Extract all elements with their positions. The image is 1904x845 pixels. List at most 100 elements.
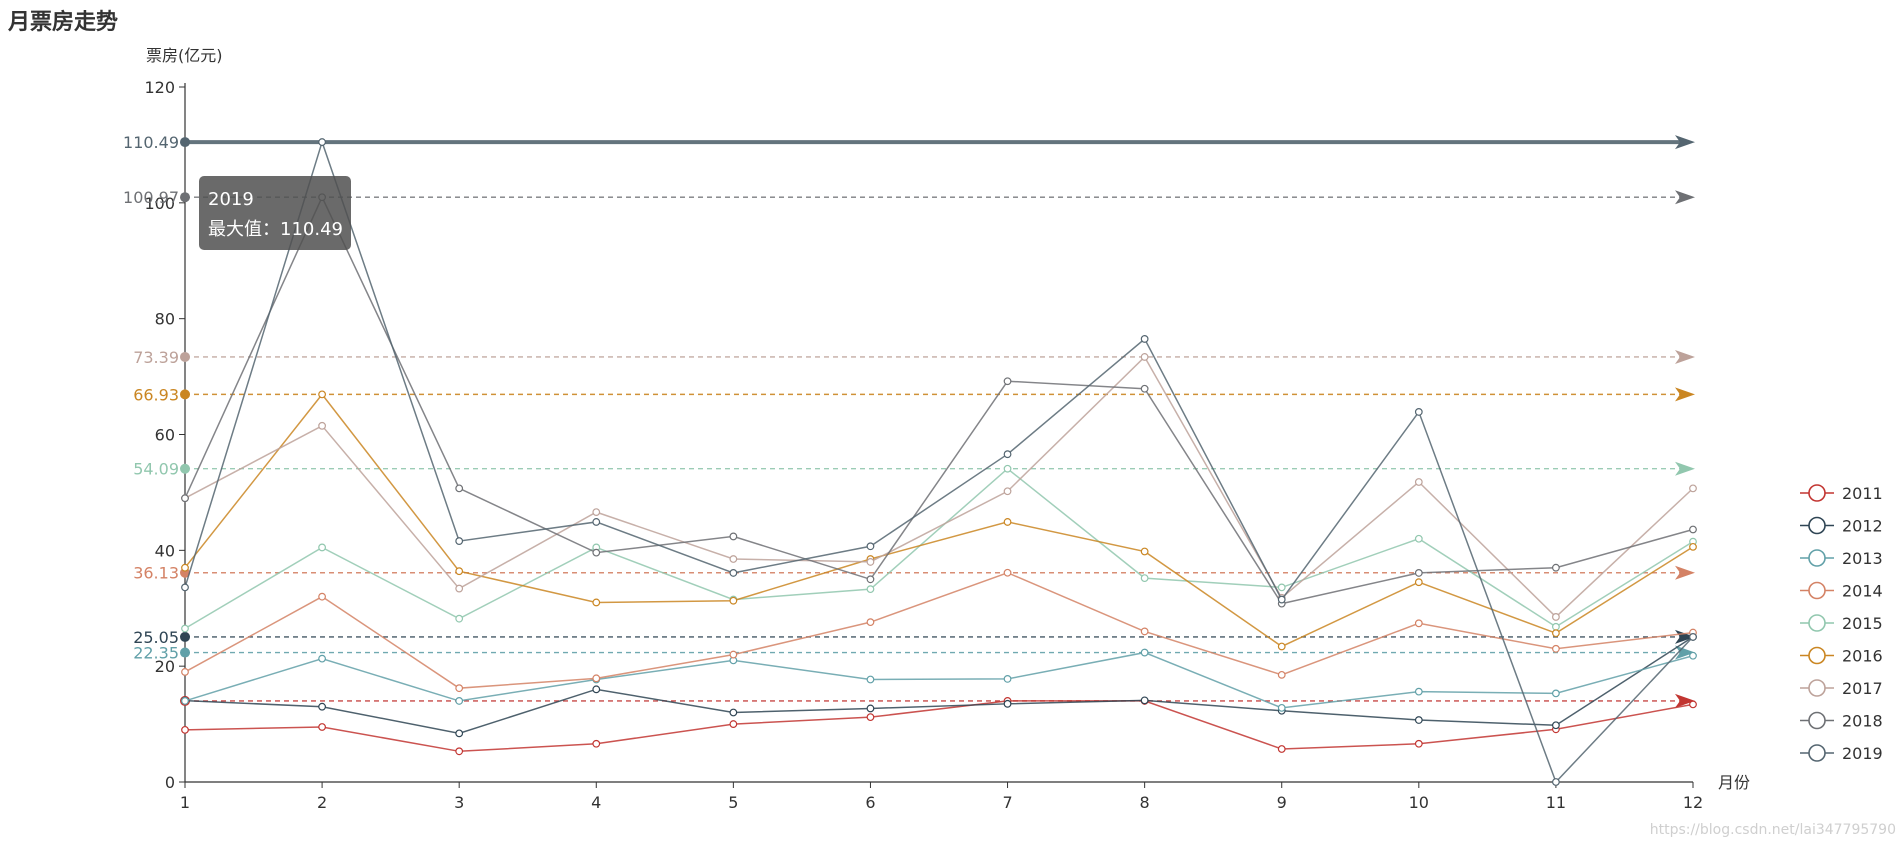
markline-label: 66.93 — [133, 385, 179, 404]
data-point — [455, 729, 464, 738]
data-point — [1277, 595, 1286, 604]
data-point — [729, 650, 738, 659]
data-point — [318, 138, 326, 146]
legend-item-2012[interactable]: 2012 — [1800, 517, 1883, 536]
data-point — [1414, 408, 1423, 416]
x-tick-label: 12 — [1683, 793, 1703, 812]
data-point — [455, 567, 464, 576]
data-point — [1003, 450, 1012, 459]
data-point — [1689, 525, 1697, 534]
data-point — [1140, 547, 1149, 556]
data-point — [1277, 745, 1286, 753]
y-tick-label: 20 — [155, 657, 175, 676]
data-point — [1414, 687, 1423, 696]
tooltip: 2019 最大值：110.49 — [199, 176, 351, 250]
data-point — [1277, 642, 1286, 651]
series-2016 — [181, 390, 1697, 651]
markline-start-dot — [180, 631, 190, 642]
markline-label: 73.39 — [133, 348, 179, 367]
markline-label: 25.05 — [133, 628, 179, 647]
markline-arrow — [1675, 565, 1695, 580]
legend-item-2011[interactable]: 2011 — [1800, 484, 1883, 503]
legend[interactable]: 2011 2012 2013 2014 2015 2016 2017 2018 2019 — [1800, 484, 1883, 763]
data-point — [1689, 542, 1697, 551]
tooltip-box — [199, 176, 351, 250]
y-tick-label: 60 — [155, 426, 175, 445]
legend-item-2013[interactable]: 2013 — [1800, 549, 1883, 568]
legend-item-2017[interactable]: 2017 — [1800, 679, 1883, 698]
data-point — [1689, 633, 1697, 641]
series-line — [184, 139, 1694, 784]
y-tick-label: 120 — [144, 78, 175, 97]
x-tick-label: 1 — [180, 793, 190, 812]
data-point — [1277, 670, 1286, 679]
data-point — [455, 584, 464, 593]
watermark: https://blog.csdn.net/lai347795790 — [1650, 822, 1896, 838]
series-line — [184, 195, 1694, 605]
series-layer — [181, 138, 1697, 786]
data-point — [592, 518, 601, 526]
data-point — [181, 668, 189, 676]
legend-icon — [1808, 484, 1826, 502]
legend-item-2016[interactable]: 2016 — [1800, 647, 1883, 666]
data-point — [1003, 518, 1012, 526]
data-point — [729, 708, 738, 717]
legend-label: 2011 — [1842, 484, 1883, 503]
page-title: 月票房走势 — [8, 10, 119, 35]
data-point — [729, 555, 738, 563]
markline-start-dot — [180, 463, 190, 474]
x-tick-label: 10 — [1409, 793, 1429, 812]
data-point — [1003, 464, 1012, 473]
x-tick-label: 6 — [865, 793, 875, 812]
legend-icon — [1808, 549, 1826, 567]
data-point — [1140, 696, 1149, 705]
markline-arrow — [1675, 190, 1695, 205]
data-point — [1003, 699, 1012, 708]
legend-icon — [1808, 646, 1826, 665]
legend-item-2014[interactable]: 2014 — [1800, 582, 1883, 601]
data-point — [1689, 651, 1697, 660]
tooltip-value: 最大值：110.49 — [208, 219, 343, 240]
data-point — [866, 713, 875, 722]
legend-icon — [1808, 744, 1826, 762]
x-tick-label: 2 — [317, 793, 327, 812]
data-point — [1414, 569, 1423, 577]
x-tick-label: 3 — [454, 793, 464, 812]
series-line — [184, 636, 1694, 735]
legend-icon — [1808, 679, 1826, 697]
y-tick-label: 40 — [155, 541, 175, 560]
legend-label: 2015 — [1842, 614, 1883, 633]
data-point — [866, 618, 875, 627]
x-tick-label: 7 — [1002, 793, 1012, 812]
data-point — [181, 563, 189, 572]
legend-item-2015[interactable]: 2015 — [1800, 614, 1883, 633]
tooltip-title: 2019 — [208, 189, 254, 210]
data-point — [592, 548, 601, 557]
series-2015 — [181, 464, 1697, 633]
data-point — [181, 624, 189, 633]
series-2018 — [181, 193, 1697, 608]
series-line — [184, 571, 1694, 689]
data-point — [866, 558, 875, 566]
markline-start-dot — [180, 351, 190, 362]
legend-item-2018[interactable]: 2018 — [1800, 712, 1883, 731]
data-point — [455, 684, 464, 693]
data-point — [1552, 689, 1560, 698]
legend-label: 2019 — [1842, 744, 1883, 763]
markline-arrow — [1675, 387, 1695, 402]
data-point — [455, 484, 464, 493]
legend-item-2019[interactable]: 2019 — [1800, 744, 1883, 763]
data-point — [1003, 487, 1012, 496]
data-point — [729, 720, 738, 728]
markline-arrow — [1675, 645, 1695, 660]
data-point — [866, 675, 875, 684]
legend-icon — [1808, 581, 1826, 600]
series-line — [184, 393, 1694, 648]
markline-start-dot — [180, 389, 190, 400]
series-line — [184, 651, 1694, 709]
legend-label: 2016 — [1842, 647, 1883, 666]
markline-arrow — [1675, 349, 1695, 364]
